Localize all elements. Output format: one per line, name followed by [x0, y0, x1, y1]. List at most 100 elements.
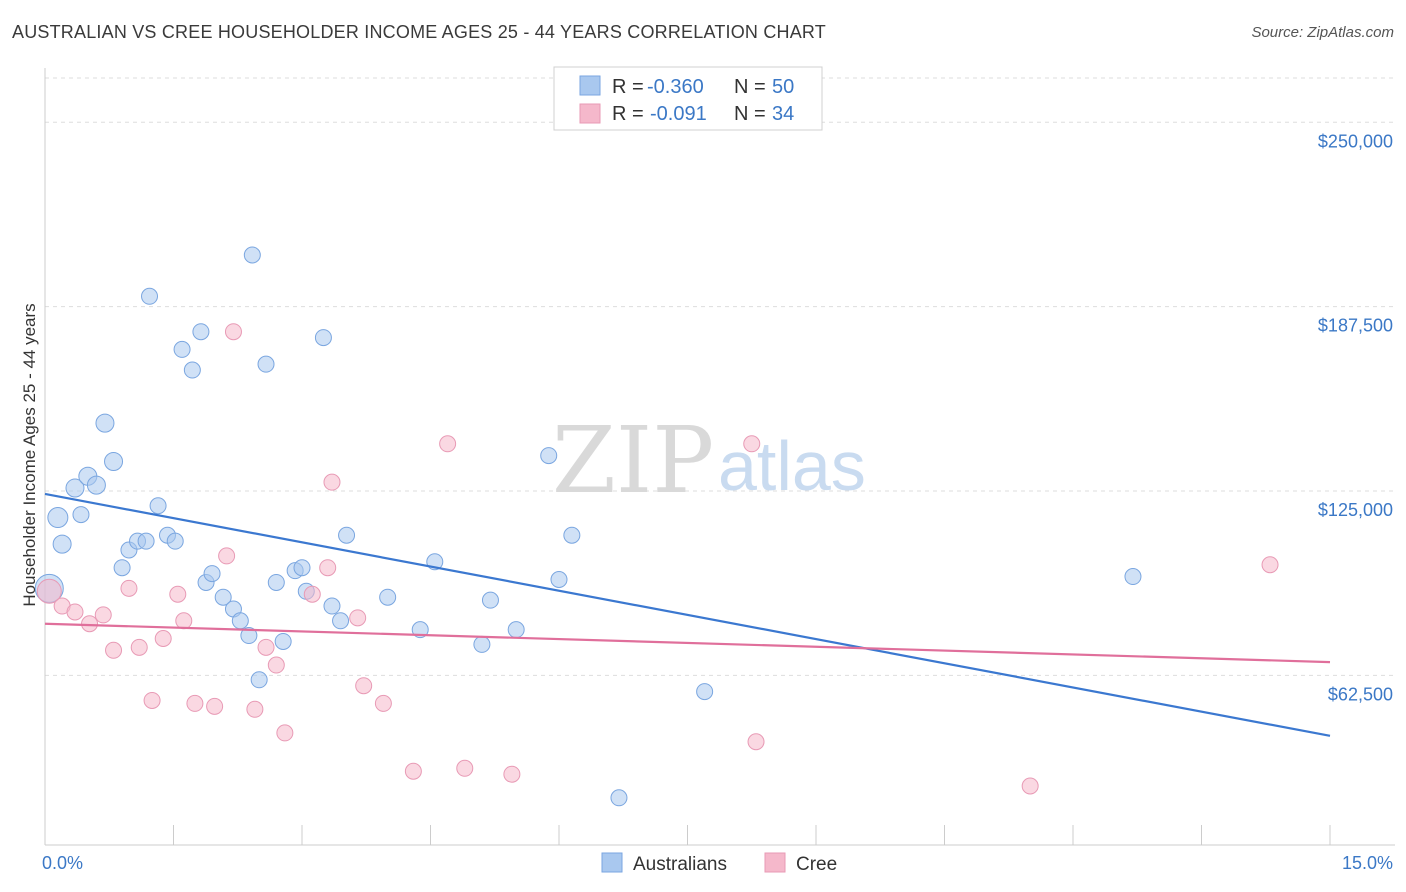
- point-australians-47: [610, 789, 628, 807]
- legend-r-value-cree: -0.091: [650, 103, 707, 125]
- point-australians-26: [243, 246, 261, 264]
- point-australians-2: [52, 534, 72, 554]
- point-australians-44: [540, 447, 558, 465]
- point-australians-42: [481, 591, 499, 609]
- y-tick-label-3: $250,000: [1318, 131, 1393, 151]
- point-cree-18: [267, 656, 285, 674]
- legend-swatch-cree: [579, 103, 601, 124]
- point-cree-15: [224, 323, 242, 341]
- point-cree-4: [94, 606, 112, 624]
- point-australians-17: [173, 340, 191, 358]
- point-australians-18: [183, 361, 201, 379]
- point-australians-19: [192, 323, 210, 341]
- point-australians-30: [274, 632, 292, 650]
- point-australians-16: [166, 532, 184, 550]
- point-australians-22: [214, 588, 232, 606]
- x-tick-label-min: 0.0%: [42, 853, 83, 873]
- correlation-legend: R = -0.360 N = 50 R = -0.091 N = 34: [553, 66, 823, 131]
- point-cree-9: [154, 630, 172, 647]
- point-australians-9: [113, 559, 131, 577]
- point-cree-29: [503, 765, 521, 783]
- point-australians-41: [473, 635, 491, 653]
- point-cree-5: [105, 641, 123, 659]
- legend-r-label-australians: R =: [612, 76, 644, 98]
- legend-n-value-cree: 34: [772, 103, 794, 125]
- bottom-legend-label-australians: Australians: [633, 854, 727, 875]
- point-cree-30: [743, 435, 761, 453]
- point-australians-27: [250, 671, 268, 689]
- point-australians-36: [332, 612, 350, 630]
- point-cree-24: [355, 677, 373, 695]
- point-australians-32: [293, 559, 311, 577]
- point-australians-21: [203, 565, 221, 583]
- bottom-legend-swatch-cree: [764, 852, 786, 873]
- point-australians-28: [257, 355, 275, 373]
- y-tick-label-1: $125,000: [1318, 500, 1393, 520]
- point-cree-8: [143, 691, 161, 709]
- watermark-atlas: atlas: [718, 427, 866, 505]
- point-australians-37: [338, 526, 356, 544]
- point-cree-19: [276, 724, 294, 742]
- legend-swatch-australians: [579, 75, 601, 96]
- point-australians-1: [47, 507, 69, 529]
- point-australians-38: [379, 588, 397, 606]
- point-australians-14: [149, 497, 167, 515]
- point-australians-35: [323, 597, 341, 615]
- point-cree-28: [456, 759, 474, 777]
- axes: [44, 68, 1395, 846]
- legend-r-label-cree: R =: [612, 103, 644, 125]
- point-cree-7: [130, 638, 148, 656]
- point-cree-25: [374, 694, 392, 712]
- point-australians-34: [314, 329, 332, 347]
- point-cree-32: [1021, 777, 1039, 795]
- point-cree-11: [175, 612, 193, 630]
- x-tick-labels: 0.0% 15.0%: [42, 853, 1393, 873]
- point-cree-14: [218, 547, 236, 565]
- y-tick-label-0: $62,500: [1328, 684, 1393, 704]
- point-australians-7: [95, 413, 115, 433]
- point-cree-33: [1261, 556, 1279, 574]
- point-australians-49: [1124, 568, 1142, 586]
- point-cree-16: [246, 700, 264, 718]
- point-australians-4: [72, 506, 90, 524]
- point-australians-43: [507, 621, 525, 639]
- point-australians-3: [65, 478, 85, 498]
- point-australians-29: [267, 573, 285, 591]
- watermark-zip: ZIP: [552, 407, 714, 514]
- x-tick-label-max: 15.0%: [1342, 853, 1393, 873]
- gridlines: [45, 77, 1395, 676]
- point-cree-27: [439, 435, 457, 453]
- point-cree-21: [319, 559, 337, 577]
- bottom-legend-label-cree: Cree: [796, 854, 837, 875]
- point-australians-46: [563, 526, 581, 544]
- legend-r-value-australians: -0.360: [647, 76, 704, 98]
- chart-title: AUSTRALIAN VS CREE HOUSEHOLDER INCOME AG…: [12, 22, 826, 42]
- point-australians-25: [240, 627, 258, 645]
- y-tick-label-2: $187,500: [1318, 316, 1393, 336]
- legend-n-label-cree: N =: [734, 103, 766, 125]
- source-label: Source: ZipAtlas.com: [1251, 24, 1394, 41]
- point-cree-0: [36, 578, 62, 604]
- point-cree-10: [169, 585, 187, 603]
- point-cree-26: [404, 762, 422, 780]
- point-australians-39: [411, 621, 429, 639]
- point-cree-31: [747, 733, 765, 751]
- point-australians-45: [550, 571, 568, 588]
- series-legend: Australians Cree: [601, 852, 837, 875]
- legend-n-value-australians: 50: [772, 76, 794, 98]
- y-axis-label: Householder Income Ages 25 - 44 years: [20, 303, 39, 606]
- trend-line-australians: [44, 492, 1331, 737]
- point-australians-13: [141, 287, 159, 305]
- point-australians-8: [104, 452, 124, 471]
- point-cree-17: [257, 638, 275, 656]
- y-tick-labels: $62,500 $125,000 $187,500 $250,000: [1318, 131, 1393, 704]
- point-cree-22: [323, 473, 341, 491]
- point-cree-2: [66, 603, 84, 621]
- point-australians-6: [86, 475, 106, 495]
- watermark: ZIP atlas: [552, 407, 866, 514]
- point-cree-13: [206, 697, 224, 715]
- legend-n-label-australians: N =: [734, 76, 766, 98]
- point-australians-12: [137, 532, 155, 550]
- point-australians-24: [231, 612, 249, 630]
